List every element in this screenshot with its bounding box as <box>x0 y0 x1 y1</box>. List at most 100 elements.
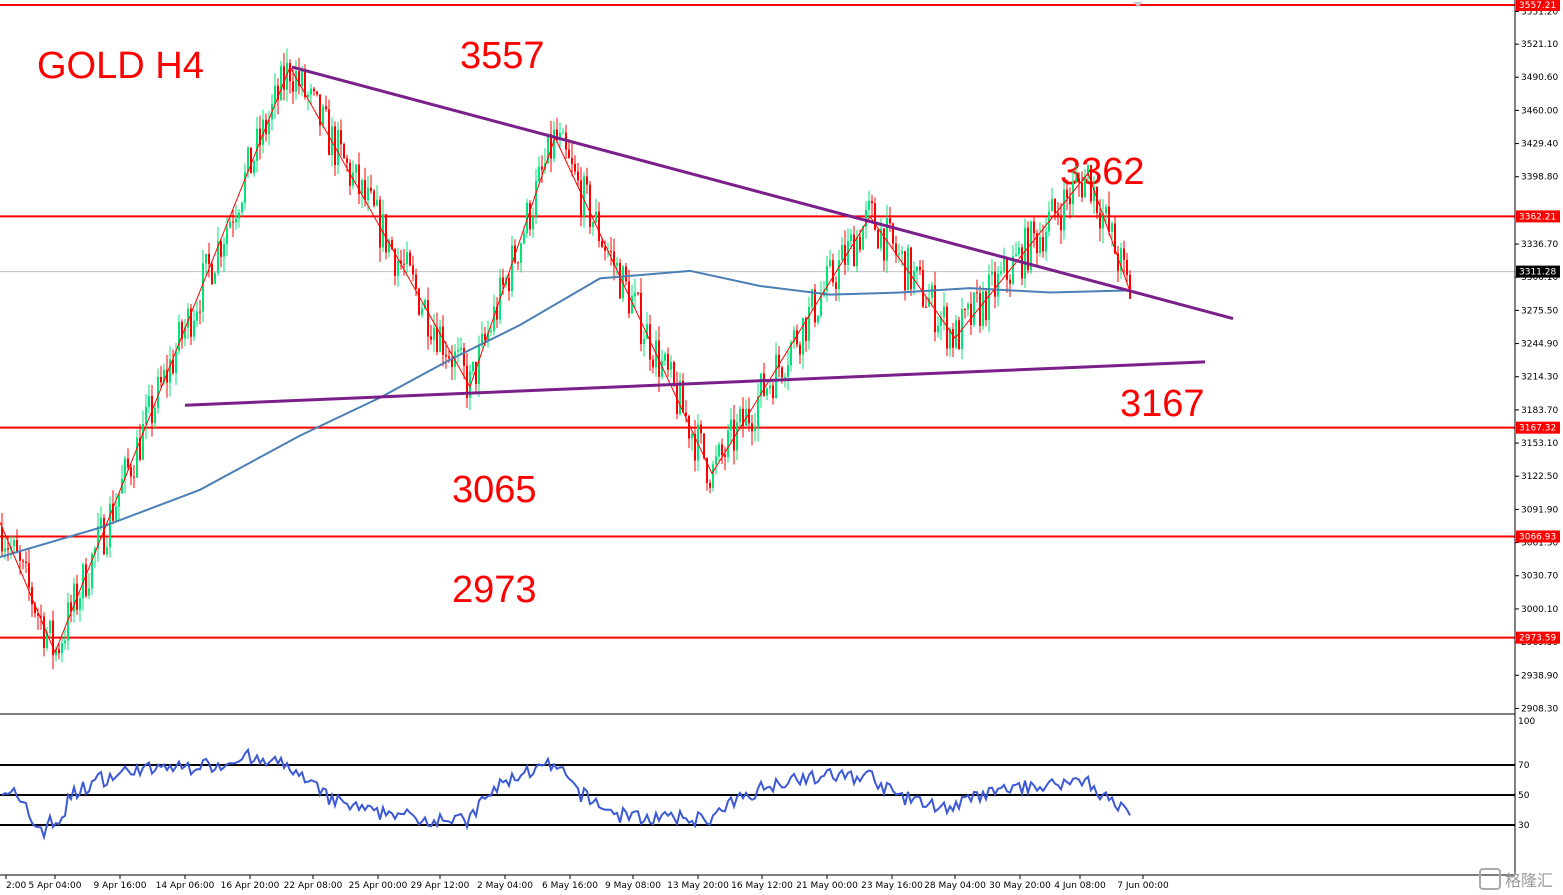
candle-body <box>307 94 309 97</box>
candle-body <box>397 260 399 276</box>
candle-body <box>991 272 993 275</box>
candle-body <box>340 130 342 145</box>
candle-body <box>58 649 60 653</box>
candle-body <box>976 292 978 294</box>
candle-body <box>97 526 99 549</box>
candle-body <box>661 360 663 377</box>
time-tick-label: 9 May 08:00 <box>605 881 661 891</box>
rsi-level-label: 30 <box>1518 821 1530 831</box>
candle-body <box>274 85 276 104</box>
candle-body <box>298 71 300 86</box>
candle-body <box>103 517 105 555</box>
candle-body <box>394 249 396 276</box>
candle-body <box>691 433 693 439</box>
candle-body <box>898 253 900 256</box>
candle-body <box>700 424 702 434</box>
candle-body <box>1120 248 1122 271</box>
candle-body <box>253 160 255 174</box>
level-tag-text: 3066.93 <box>1519 532 1556 542</box>
chart-title: GOLD H4 <box>37 45 204 87</box>
candle-body <box>658 340 660 377</box>
candle-body <box>19 552 21 561</box>
candle-body <box>955 320 957 348</box>
candle-body <box>682 380 684 413</box>
candle-body <box>580 180 582 217</box>
candle-body <box>28 563 30 588</box>
candle-body <box>667 353 669 370</box>
price-tick-label: 3275.50 <box>1521 306 1558 316</box>
time-tick-label: 13 May 20:00 <box>667 881 729 891</box>
moving-average-line <box>0 269 1131 558</box>
candle-body <box>868 200 870 210</box>
candle-body <box>964 309 966 311</box>
candle-body <box>328 109 330 156</box>
candle-body <box>925 306 927 308</box>
candle-body <box>214 272 216 284</box>
price-tick-label: 3244.90 <box>1521 340 1558 350</box>
candle-body <box>85 564 87 596</box>
watermark: 格隆汇 <box>1478 867 1553 891</box>
candle-body <box>886 218 888 261</box>
candle-body <box>766 388 768 396</box>
level-label-3167: 3167 <box>1120 383 1205 425</box>
candle-body <box>112 503 114 521</box>
candle-body <box>793 330 795 343</box>
candle-body <box>1018 247 1020 255</box>
level-tag-text: 3167.32 <box>1519 424 1556 434</box>
candle-body <box>133 476 135 478</box>
candle-body <box>688 415 690 439</box>
candle-body <box>406 252 408 265</box>
candle-body <box>31 587 33 605</box>
price-tick-label: 3122.50 <box>1521 472 1558 482</box>
candle-body <box>43 616 45 648</box>
candle-body <box>715 456 717 465</box>
candle-body <box>571 158 573 164</box>
candle-body <box>427 300 429 337</box>
candle-body <box>1108 206 1110 232</box>
candle-body <box>811 289 813 307</box>
candle-body <box>379 199 381 248</box>
current-price-tag-text: 3311.28 <box>1519 268 1556 278</box>
candle-body <box>736 422 738 451</box>
candle-body <box>781 367 783 378</box>
price-tick-label: 3460.00 <box>1521 106 1558 116</box>
candle-body <box>919 266 921 270</box>
candle-body <box>100 517 102 527</box>
candle-body <box>916 266 918 271</box>
candle-body <box>79 598 81 610</box>
candle-body <box>922 269 924 307</box>
candle-body <box>628 281 630 314</box>
time-tick-label: 28 May 04:00 <box>924 881 986 891</box>
candle-body <box>592 222 594 228</box>
candle-body <box>694 433 696 461</box>
candle-body <box>232 221 234 223</box>
candle-body <box>337 130 339 166</box>
price-tick-label: 3490.60 <box>1521 73 1558 83</box>
candle-body <box>574 163 576 172</box>
candle-body <box>145 407 147 425</box>
candle-body <box>589 184 591 228</box>
candle-body <box>202 263 204 312</box>
level-tag-3065 <box>1516 530 1560 543</box>
candle-body <box>487 332 489 340</box>
candle-body <box>685 412 687 416</box>
candle-body <box>40 615 42 617</box>
candle-body <box>313 88 315 92</box>
candle-body <box>196 311 198 321</box>
candle-body <box>772 385 774 399</box>
candle-body <box>787 365 789 378</box>
price-tick-label: 3429.40 <box>1521 140 1558 150</box>
candle-body <box>496 306 498 320</box>
candle-body <box>952 328 954 348</box>
candle-body <box>493 306 495 331</box>
candle-body <box>751 423 753 432</box>
candle-body <box>1126 259 1128 275</box>
candle-body <box>247 147 249 172</box>
candle-body <box>322 106 324 126</box>
candle-body <box>883 228 885 261</box>
candle-body <box>1078 178 1080 183</box>
candle-body <box>343 144 345 159</box>
candle-body <box>727 430 729 457</box>
candle-body <box>256 128 258 161</box>
